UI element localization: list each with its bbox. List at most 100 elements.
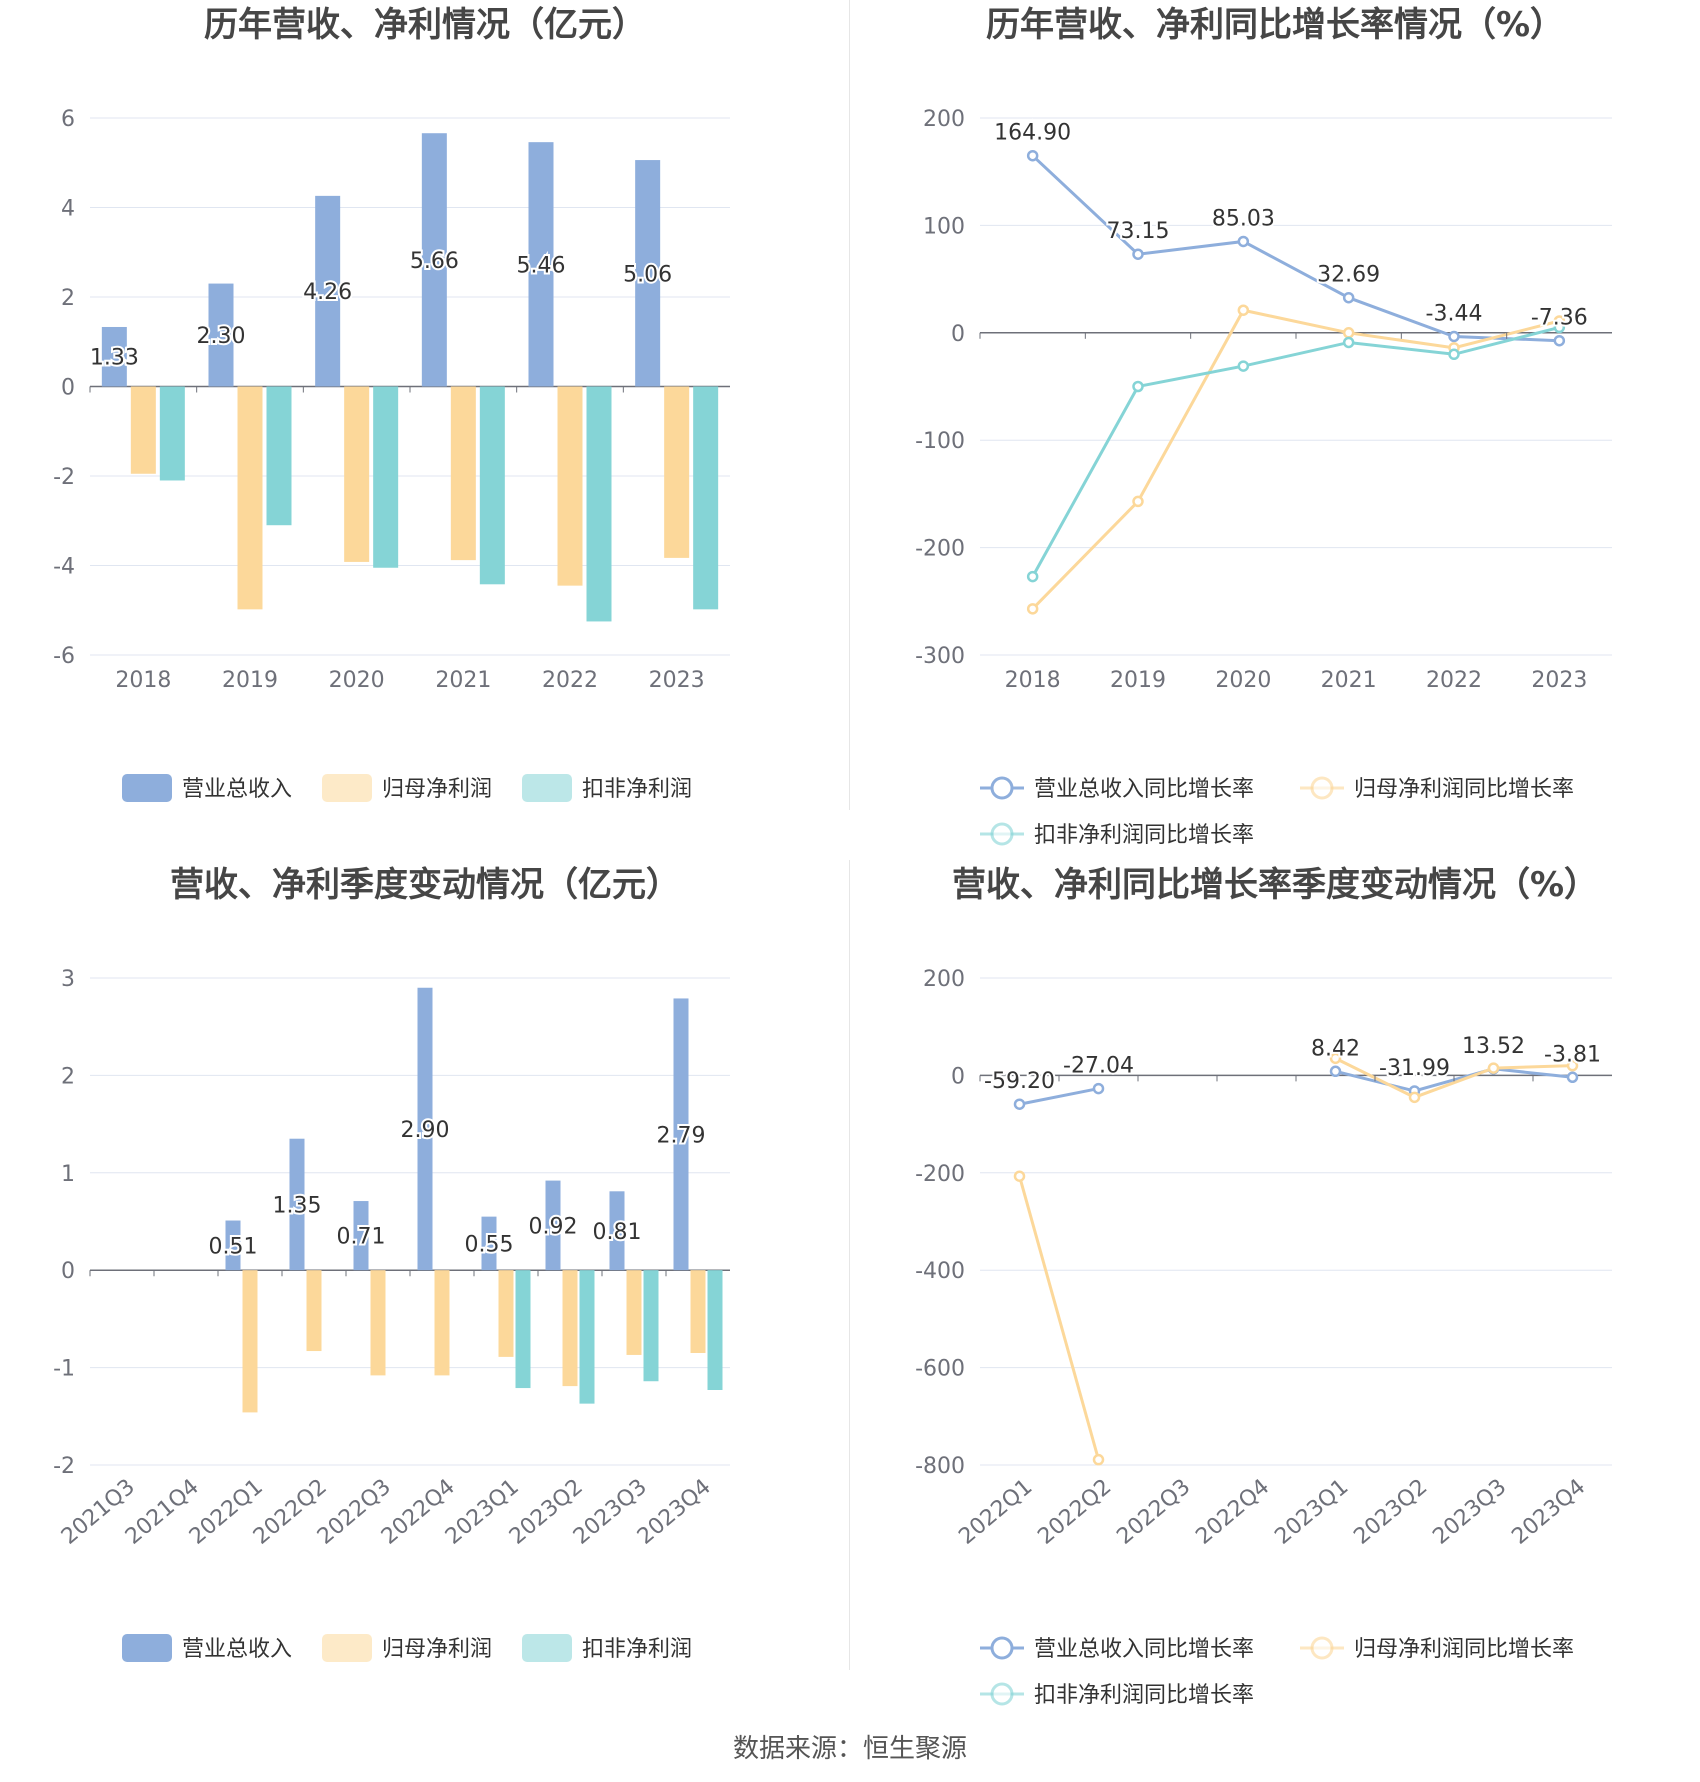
legend-marker	[1310, 1636, 1334, 1660]
x-tick-label: 2023	[1531, 668, 1587, 693]
x-tick-label: 2022Q1	[954, 1474, 1037, 1549]
data-label: 1.35	[273, 1193, 322, 1218]
bar-net-profit	[498, 1270, 514, 1357]
bar-revenue	[609, 1191, 625, 1271]
legend-label: 扣非净利润	[582, 1637, 692, 1662]
bar-net-profit	[664, 386, 690, 558]
bar-revenue	[635, 160, 661, 387]
chart-title: 营收、净利季度变动情况（亿元）	[170, 865, 680, 905]
series-line	[1018, 1175, 1100, 1461]
bar-revenue	[353, 1201, 369, 1271]
legend-label: 归母净利润同比增长率	[1354, 1637, 1574, 1662]
data-label: -27.04	[1063, 1054, 1134, 1079]
legend-label: 归母净利润同比增长率	[1354, 777, 1574, 802]
y-tick-label: 6	[61, 107, 75, 132]
x-tick-label: 2019	[222, 668, 278, 693]
bar-net-profit	[690, 1270, 706, 1353]
bar-deducted-profit	[707, 1270, 723, 1391]
y-tick-label: 4	[61, 197, 75, 222]
y-tick-label: 200	[923, 107, 965, 132]
data-label: 5.66	[410, 249, 459, 274]
y-tick-label: -200	[915, 537, 965, 562]
series-point	[1026, 603, 1039, 615]
chart-title: 历年营收、净利情况（亿元）	[204, 5, 646, 45]
data-label: 0.92	[529, 1214, 578, 1239]
bar-net-profit	[434, 1270, 450, 1376]
y-tick-label: 100	[923, 214, 965, 239]
bar-deducted-profit	[579, 1270, 595, 1404]
y-tick-label: -100	[915, 429, 965, 454]
bar-deducted-profit	[515, 1270, 531, 1389]
data-label: 2.79	[657, 1123, 706, 1148]
series-point	[1132, 495, 1144, 508]
legend-label: 扣非净利润同比增长率	[1034, 823, 1254, 848]
bar-revenue	[421, 133, 447, 387]
data-label: 0.51	[209, 1234, 258, 1259]
data-label: 0.71	[337, 1225, 386, 1250]
annual-growth-rate-chart: 历年营收、净利同比增长率情况（%） 200 100 0 -100 -200 -300 164.…	[915, 5, 1612, 848]
y-tick-label: 3	[61, 967, 75, 992]
x-tick-label: 2023Q1	[1270, 1474, 1353, 1549]
x-tick-label: 2023Q2	[1349, 1474, 1432, 1549]
x-tick-label: 2018	[1005, 668, 1061, 693]
bar-net-profit	[130, 386, 156, 474]
series-line	[1031, 325, 1560, 578]
bar-deducted-profit	[159, 386, 185, 481]
bar-net-profit	[242, 1270, 258, 1413]
quarterly-revenue-profit-chart: 营收、净利季度变动情况（亿元） 3 2 1 0 -1 -2 0.51 1.35 0.71 2.90 0…	[53, 865, 730, 1662]
legend-swatch	[522, 774, 572, 802]
bar-revenue	[208, 283, 234, 387]
bar-net-profit	[370, 1270, 386, 1376]
series-line	[1031, 154, 1560, 343]
legend-swatch	[122, 1634, 172, 1662]
series-point	[1026, 149, 1039, 162]
series-point	[1566, 1059, 1579, 1072]
series-point	[1013, 1170, 1026, 1182]
x-tick-label: 2021	[1321, 668, 1377, 693]
data-label: 164.90	[994, 121, 1071, 146]
x-tick-label: 2022Q3	[1112, 1474, 1195, 1549]
series-point	[1132, 380, 1144, 393]
legend-label: 营业总收入同比增长率	[1034, 1637, 1254, 1662]
bar-net-profit	[237, 386, 263, 610]
legend-marker	[990, 822, 1014, 846]
y-tick-label: -800	[915, 1454, 965, 1479]
data-label: 8.42	[1311, 1036, 1360, 1061]
series-point	[1342, 291, 1355, 304]
quarterly-growth-rate-chart: 营收、净利同比增长率季度变动情况（%） 200 0 -200 -400 -600 -800 -…	[915, 865, 1612, 1708]
series-point	[1448, 348, 1460, 361]
y-tick-label: -2	[53, 1454, 75, 1479]
series-point	[1013, 1098, 1026, 1110]
x-tick-label: 2019	[1110, 668, 1166, 693]
y-tick-label: 0	[61, 1259, 75, 1284]
y-tick-label: -300	[915, 644, 965, 669]
data-label: 0.55	[465, 1232, 514, 1257]
bar-revenue	[528, 142, 554, 387]
y-tick-label: -400	[915, 1259, 965, 1284]
series-point	[1132, 248, 1144, 260]
panel-divider-bottom	[849, 860, 850, 1670]
bar-net-profit	[344, 386, 370, 562]
x-tick-label: 2023Q4	[633, 1474, 716, 1549]
panel-divider-top	[849, 0, 850, 810]
data-source-text: 数据来源：恒生聚源	[733, 1734, 967, 1764]
series-line	[1031, 308, 1560, 610]
bar-revenue	[101, 326, 127, 387]
series-point	[1329, 1052, 1342, 1065]
series-point	[1408, 1091, 1421, 1104]
annual-revenue-profit-chart: 历年营收、净利情况（亿元） 6 4 2 0 -2 -4 -6 1.33 2.30 4.26 5.66 5…	[53, 5, 730, 802]
legend-label: 营业总收入同比增长率	[1034, 777, 1254, 802]
y-tick-label: -200	[915, 1162, 965, 1187]
bar-revenue	[673, 998, 689, 1271]
bar-net-profit	[626, 1270, 642, 1355]
series-point	[1092, 1453, 1105, 1466]
y-tick-label: -1	[53, 1357, 75, 1382]
series-point	[1237, 360, 1250, 372]
legend-marker	[1310, 776, 1334, 800]
legend-marker	[990, 1682, 1014, 1706]
x-tick-label: 2022Q2	[1033, 1474, 1116, 1549]
data-label: -7.36	[1531, 306, 1588, 331]
bar-deducted-profit	[479, 386, 505, 585]
x-tick-label: 2023Q4	[1507, 1474, 1590, 1549]
series-point	[1448, 330, 1460, 343]
